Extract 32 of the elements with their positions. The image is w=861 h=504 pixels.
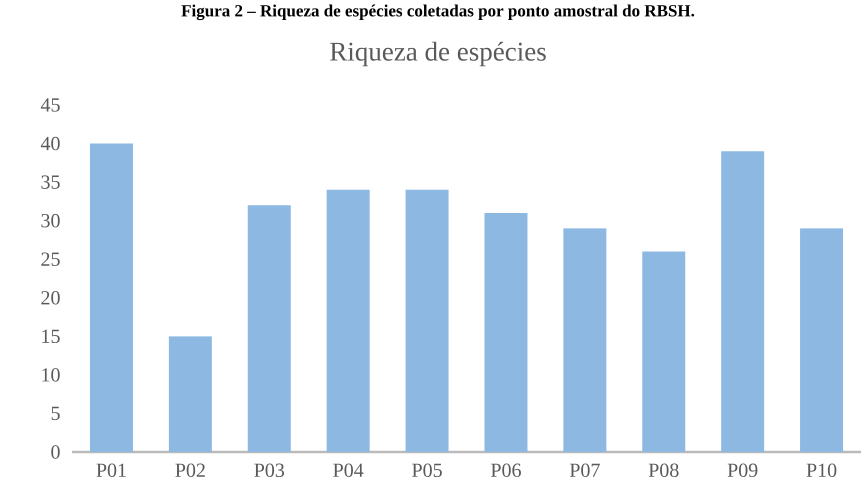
bar bbox=[800, 228, 844, 452]
y-tick-label: 25 bbox=[41, 252, 60, 266]
x-tick-label: P07 bbox=[570, 464, 600, 478]
x-tick-label: P10 bbox=[806, 464, 836, 478]
y-tick-label: 40 bbox=[40, 136, 60, 150]
bar bbox=[406, 190, 449, 452]
y-tick-label: 5 bbox=[52, 406, 60, 420]
bar bbox=[484, 212, 528, 452]
text: Figura 2 – Riqueza de espécies coletadas por ponto amostral do RBSH. bbox=[181, 4, 694, 20]
x-tick-label: P04 bbox=[333, 464, 364, 478]
bar bbox=[721, 151, 764, 452]
bar bbox=[248, 205, 291, 452]
x-tick-label: P09 bbox=[728, 464, 758, 478]
chart-title: Riqueza de espécies bbox=[330, 42, 546, 66]
y-tick-label: 20 bbox=[41, 291, 60, 305]
y-tick-label: 35 bbox=[41, 175, 60, 189]
y-tick-label: 10 bbox=[42, 368, 60, 382]
x-tick-label: P08 bbox=[648, 464, 679, 478]
bar bbox=[326, 190, 370, 452]
bar bbox=[90, 144, 133, 452]
x-tick-label: P05 bbox=[412, 464, 442, 478]
x-tick-label: P01 bbox=[96, 464, 126, 478]
x-tick-label: P06 bbox=[490, 464, 521, 478]
x-tick-label: P02 bbox=[175, 464, 205, 478]
y-tick-label: 30 bbox=[41, 214, 60, 228]
y-tick-label: 45 bbox=[40, 98, 60, 112]
bar bbox=[642, 251, 686, 452]
bar bbox=[563, 228, 606, 452]
y-tick-label: 15 bbox=[42, 330, 60, 344]
bar bbox=[168, 336, 212, 452]
x-tick-label: P03 bbox=[254, 464, 284, 478]
y-tick-label: 0 bbox=[51, 445, 60, 459]
